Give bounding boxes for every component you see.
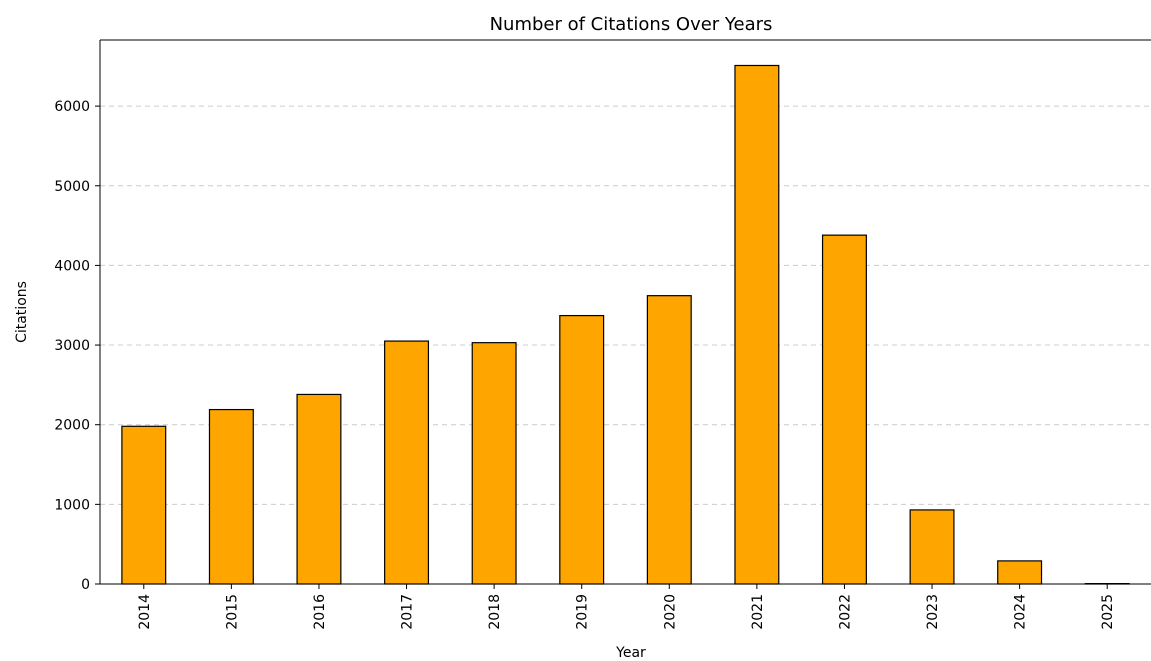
x-axis-label: Year (615, 645, 646, 657)
grid-layer (100, 106, 1151, 584)
y-tick-label: 4000 (54, 258, 90, 274)
x-tick-label: 2014 (137, 594, 153, 630)
x-tick-label: 2019 (575, 594, 591, 630)
bar-2022 (823, 235, 867, 584)
x-tick-label: 2023 (925, 594, 941, 630)
x-tick-label: 2017 (400, 594, 416, 630)
bar-2017 (385, 341, 429, 584)
y-tick-label: 6000 (54, 99, 90, 115)
bar-2020 (647, 296, 691, 584)
bar-2014 (122, 426, 166, 584)
bar-2019 (560, 316, 604, 584)
y-axis-label: Citations (14, 281, 30, 343)
y-tick-label: 1000 (54, 497, 90, 513)
x-tick-label: 2021 (750, 594, 766, 630)
bar-2023 (910, 510, 954, 584)
bars-layer (122, 65, 1129, 584)
bar-2016 (297, 394, 341, 584)
x-tick-label: 2025 (1100, 594, 1116, 630)
x-tick-label: 2016 (312, 594, 328, 630)
x-tick-label: 2015 (224, 594, 240, 630)
y-tick-label: 5000 (54, 179, 90, 195)
x-tick-label: 2018 (487, 594, 503, 630)
x-tick-label: 2024 (1013, 594, 1029, 630)
bar-2021 (735, 65, 779, 584)
bar-2018 (472, 343, 516, 584)
y-tick-label: 0 (81, 577, 90, 593)
bar-2024 (998, 561, 1042, 584)
bar-2015 (209, 410, 253, 584)
y-tick-label: 3000 (54, 338, 90, 354)
y-tick-label: 2000 (54, 418, 90, 434)
x-tick-label: 2022 (837, 594, 853, 630)
chart-title: Number of Citations Over Years (490, 14, 773, 35)
axes-layer (100, 40, 1151, 584)
x-tick-label: 2020 (662, 594, 678, 630)
